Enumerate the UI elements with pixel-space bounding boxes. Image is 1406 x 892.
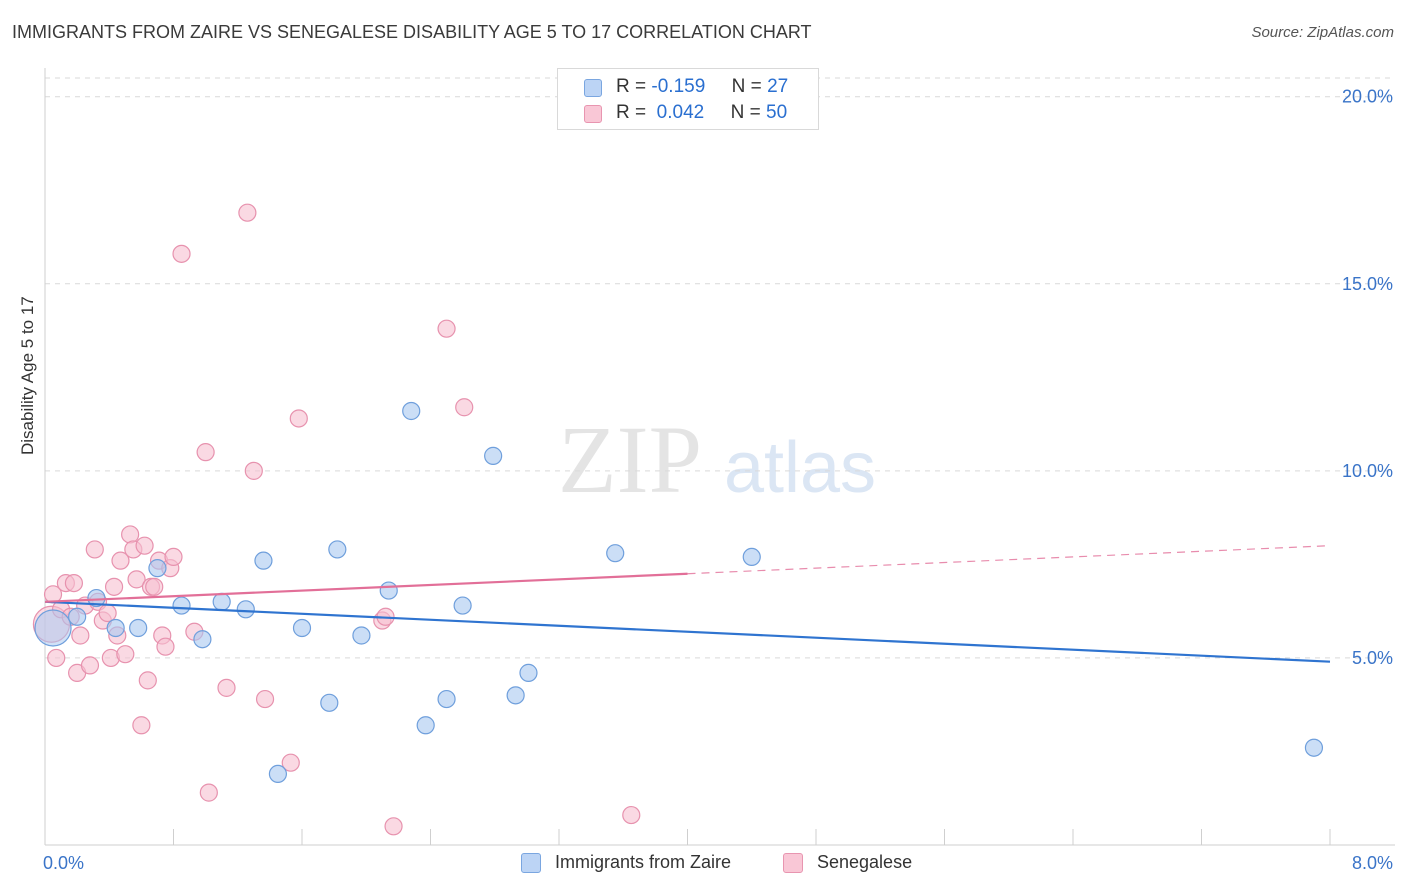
data-point-zaire: [402, 401, 421, 421]
y-tick-label: 20.0%: [1342, 87, 1393, 107]
data-point-zaire: [212, 592, 231, 611]
chart-title: IMMIGRANTS FROM ZAIRE VS SENEGALESE DISA…: [12, 22, 812, 42]
data-point-senegalese: [156, 637, 175, 656]
legend-swatch-senegalese: [584, 105, 602, 123]
y-tick-label: 15.0%: [1342, 274, 1393, 294]
legend-r-label: R =: [616, 76, 647, 97]
trend-line-zaire: [44, 600, 1331, 663]
data-point-senegalese: [145, 577, 164, 596]
data-point-zaire: [193, 630, 212, 649]
x-tick-label: 8.0%: [1352, 853, 1393, 873]
data-point-zaire: [484, 446, 503, 465]
trend-lines: [44, 545, 1331, 663]
series-legend-swatch-zaire: [521, 853, 541, 873]
data-point-zaire: [129, 618, 148, 638]
data-point-zaire: [236, 600, 255, 619]
x-tick-label: 0.0%: [43, 853, 84, 873]
data-point-senegalese: [127, 570, 146, 589]
data-point-senegalese: [111, 551, 130, 570]
series-legend-label-zaire: Immigrants from Zaire: [555, 852, 732, 872]
data-point-senegalese: [622, 805, 641, 825]
data-point-zaire: [268, 764, 288, 784]
y-tick-label: 10.0%: [1342, 461, 1393, 481]
data-point-zaire: [106, 618, 125, 638]
data-point-zaire: [453, 596, 472, 615]
data-point-senegalese: [116, 645, 135, 664]
data-point-senegalese: [384, 817, 403, 836]
data-point-zaire: [320, 693, 339, 712]
watermark-atlas: atlas: [724, 428, 876, 508]
data-point-zaire: [379, 581, 398, 600]
data-point-senegalese: [164, 547, 183, 567]
data-point-senegalese: [64, 573, 84, 593]
data-point-senegalese: [135, 536, 154, 555]
data-point-zaire: [254, 551, 273, 570]
legend-r-label: R =: [616, 102, 647, 123]
scatter-points: [32, 203, 1324, 836]
y-tick-label: 5.0%: [1352, 648, 1393, 668]
data-point-senegalese: [199, 783, 218, 802]
data-point-senegalese: [47, 648, 66, 668]
data-point-senegalese: [281, 753, 300, 772]
axes: [44, 68, 1395, 846]
data-point-zaire: [742, 547, 761, 567]
watermark-zip: ZIP: [558, 406, 702, 513]
data-point-senegalese: [217, 678, 236, 697]
data-point-zaire: [1304, 738, 1324, 757]
data-point-zaire: [292, 618, 312, 638]
data-point-zaire: [68, 607, 87, 626]
data-point-senegalese: [138, 671, 157, 690]
data-point-senegalese: [455, 398, 474, 417]
data-point-senegalese: [132, 716, 151, 735]
legend-r-value: 0.042: [656, 102, 705, 123]
data-point-senegalese: [98, 603, 117, 623]
stats-legend: R = -0.159 N = 27 R = 0.042 N = 50: [557, 68, 819, 130]
legend-n-label: N =: [731, 76, 762, 97]
source-label: Source: ZipAtlas.com: [1251, 24, 1394, 41]
legend-r-value: -0.159: [651, 76, 706, 97]
trend-line-senegalese: [44, 572, 688, 603]
data-point-senegalese: [244, 461, 263, 480]
data-point-zaire: [506, 686, 525, 705]
data-point-zaire: [416, 716, 435, 735]
data-point-senegalese: [71, 626, 90, 645]
data-point-senegalese: [289, 409, 308, 428]
data-point-senegalese: [437, 319, 456, 338]
data-point-senegalese: [172, 244, 191, 263]
legend-n-value: 50: [766, 102, 788, 123]
series-legend-swatch-senegalese: [783, 853, 803, 873]
legend-n-value: 27: [767, 76, 789, 97]
series-legend-label-senegalese: Senegalese: [817, 852, 913, 872]
data-point-senegalese: [121, 525, 140, 544]
y-axis-title: Disability Age 5 to 17: [18, 296, 37, 455]
data-point-senegalese: [238, 203, 257, 222]
legend-n-label: N =: [730, 102, 761, 123]
data-point-zaire: [519, 663, 538, 682]
data-point-zaire: [148, 559, 167, 578]
data-point-senegalese: [80, 656, 100, 675]
trend-line-extension-senegalese: [687, 545, 1331, 575]
data-point-zaire: [328, 540, 347, 559]
data-point-zaire: [34, 609, 72, 647]
data-point-zaire: [437, 689, 456, 709]
tick-labels: 5.0% 10.0% 15.0% 20.0% 0.0% 8.0%: [43, 87, 1393, 873]
grid-lines: [45, 77, 1395, 659]
data-point-senegalese: [255, 689, 275, 709]
data-point-zaire: [172, 596, 191, 615]
data-point-zaire: [87, 588, 106, 608]
legend-swatch-zaire: [584, 79, 602, 97]
data-point-zaire: [606, 544, 625, 563]
data-point-senegalese: [104, 577, 124, 596]
data-point-senegalese: [196, 443, 215, 462]
data-point-senegalese: [85, 540, 104, 559]
data-point-zaire: [352, 626, 371, 645]
